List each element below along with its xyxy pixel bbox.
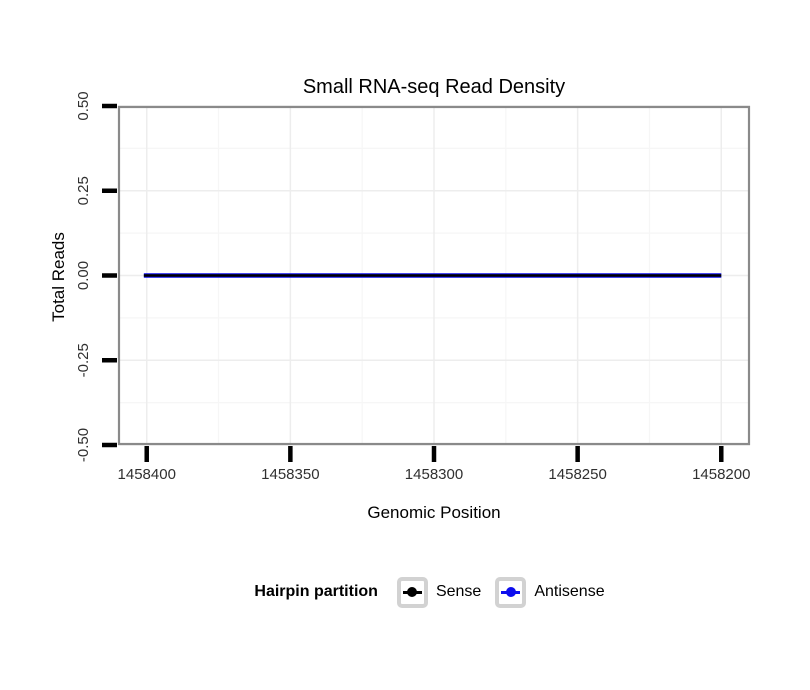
y-axis-title: Total Reads <box>49 232 68 322</box>
legend-entry-label: Antisense <box>534 583 605 600</box>
y-axis-tick-label: 0.00 <box>75 261 92 290</box>
plot-area-svg: 1458400 1458350 1458300 1458250 1458200 0.50 0… <box>75 91 751 483</box>
legend-key-sense <box>396 576 428 608</box>
x-axis-tick-label: 1458300 <box>405 466 463 483</box>
legend: Hairpin partition Sense Antisense <box>118 570 750 614</box>
x-axis-tick-label: 1458200 <box>692 466 750 483</box>
legend-entries: Sense Antisense <box>392 576 614 608</box>
y-axis-tick-label: -0.25 <box>75 343 92 377</box>
panel-border <box>117 105 751 446</box>
legend-key-point-icon <box>407 587 418 597</box>
plot-title: Small RNA-seq Read Density <box>302 76 566 98</box>
x-axis-title: Genomic Position <box>367 503 501 522</box>
legend-key-point-icon <box>505 587 516 597</box>
legend-entry-label: Sense <box>435 583 482 600</box>
x-axis-tick-label: 1458400 <box>118 466 176 483</box>
legend-key-antisense <box>495 576 527 608</box>
y-axis-tick-label: 0.50 <box>75 91 92 120</box>
y-axis-tick-label: 0.25 <box>75 176 92 205</box>
legend-title: Hairpin partition <box>254 583 378 600</box>
y-axis-tick-label: -0.50 <box>75 428 92 462</box>
x-axis-tick-label: 1458250 <box>548 466 606 483</box>
x-axis-tick-label: 1458350 <box>261 466 319 483</box>
plot-panel: 1458400 1458350 1458300 1458250 1458200 0.50 0… <box>75 91 751 483</box>
